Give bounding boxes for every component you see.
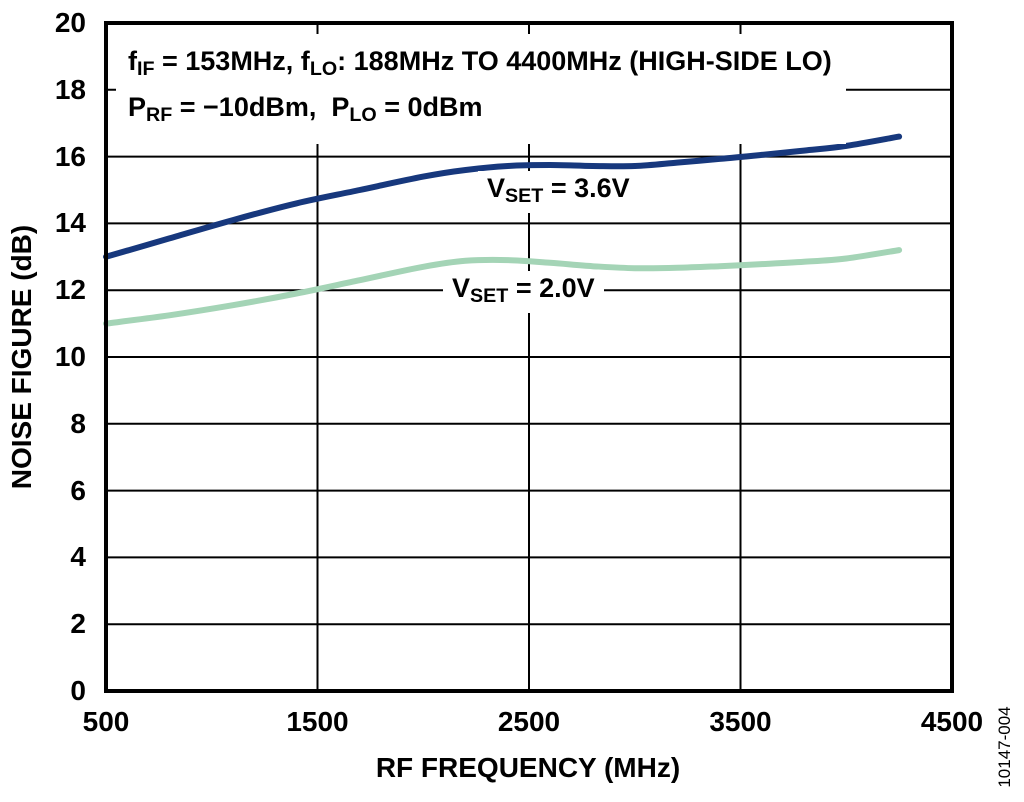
subscript-text: SET xyxy=(505,185,544,208)
text-segment: = 153MHz, f xyxy=(154,46,310,76)
text-segment: = 0dBm xyxy=(376,92,483,123)
x-tick-label-3500: 3500 xyxy=(709,706,772,737)
series-line-vset-3v6 xyxy=(103,133,903,260)
text-segment: = 2.0V xyxy=(508,273,595,303)
y-tick-label-18: 18 xyxy=(54,73,86,105)
figure-number: 10147-004 xyxy=(995,706,1014,788)
text-segment: = 3.6V xyxy=(543,173,630,203)
text-segment: V xyxy=(452,273,471,303)
subscript-text: RF xyxy=(146,104,173,127)
annotation-line-2: PRF = −10dBm, PLO = 0dBm xyxy=(128,88,832,134)
y-tick-label-6: 6 xyxy=(70,474,86,506)
y-tick-label-4: 4 xyxy=(70,541,86,573)
y-tick-label-16: 16 xyxy=(54,140,86,172)
y-tick-label-8: 8 xyxy=(70,407,86,439)
y-tick-label-2: 2 xyxy=(70,608,86,640)
x-tick-label-2500: 2500 xyxy=(497,706,561,737)
text-segment: V xyxy=(487,173,506,203)
y-tick-label-20: 20 xyxy=(54,7,86,38)
plot-border xyxy=(104,21,954,693)
text-segment: f xyxy=(128,46,137,76)
subscript-text: LO xyxy=(309,58,338,81)
text-segment: = −10dBm, P xyxy=(172,92,350,123)
series-label-vset-2v0: VSET = 2.0V xyxy=(443,271,604,314)
y-tick-label-12: 12 xyxy=(54,274,86,306)
x-tick-label-1500: 1500 xyxy=(286,706,349,737)
series-label-vset-3v6: VSET = 3.6V xyxy=(478,171,639,214)
subscript-text: IF xyxy=(137,58,155,81)
conditions-annotation: fIF = 153MHz, fLO: 188MHz TO 4400MHz (HI… xyxy=(116,34,846,145)
x-tick-label-500: 500 xyxy=(82,706,130,737)
x-tick-label-4500: 4500 xyxy=(920,706,984,737)
y-tick-label-10: 10 xyxy=(54,341,86,372)
y-tick-label-14: 14 xyxy=(54,207,86,239)
subscript-text: LO xyxy=(349,104,377,127)
text-segment: P xyxy=(128,92,147,123)
y-axis-title: NOISE FIGURE (dB) xyxy=(6,224,37,490)
annotation-line-1: fIF = 153MHz, fLO: 188MHz TO 4400MHz (HI… xyxy=(128,42,832,88)
subscript-text: SET xyxy=(470,285,509,308)
y-tick-label-0: 0 xyxy=(70,675,86,706)
x-axis-title: RF FREQUENCY (MHz) xyxy=(375,752,681,783)
series-line-vset-2v0 xyxy=(103,247,903,327)
text-segment: : 188MHz TO 4400MHz (HIGH-SIDE LO) xyxy=(337,46,832,76)
